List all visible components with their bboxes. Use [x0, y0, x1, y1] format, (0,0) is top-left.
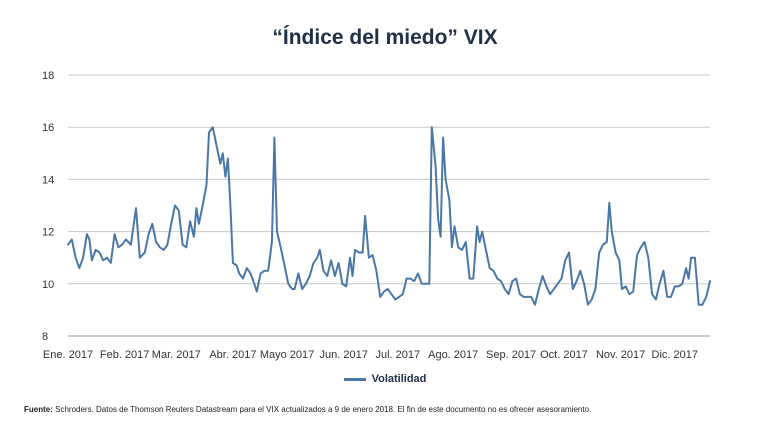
y-tick-label: 8	[42, 331, 48, 343]
x-tick-label: Ago. 2017	[428, 349, 478, 361]
source-footnote: Fuente: Schroders. Datos de Thomson Reut…	[24, 405, 591, 414]
y-tick-label: 12	[42, 227, 54, 239]
x-tick-label: Nov. 2017	[596, 349, 645, 361]
series-layer	[67, 126, 711, 306]
y-tick-label: 14	[42, 174, 54, 186]
x-tick-label: Oct. 2017	[540, 349, 588, 361]
x-tick-label: Sep. 2017	[486, 349, 536, 361]
x-tick-label: Feb. 2017	[100, 349, 150, 361]
x-tick-label: Ene. 2017	[43, 349, 93, 361]
grid-lines	[68, 74, 710, 337]
x-axis-ticks: Ene. 2017 Feb. 2017 Mar. 2017 Abr. 2017 Mayo…	[43, 349, 698, 361]
y-tick-label: 16	[42, 122, 54, 134]
series-line-volatilidad	[67, 126, 711, 306]
footnote-text: Schroders. Datos de Thomson Reuters Data…	[52, 405, 592, 414]
x-tick-label: Mar. 2017	[152, 349, 201, 361]
x-tick-label: Abr. 2017	[209, 349, 256, 361]
y-tick-label: 10	[42, 279, 54, 291]
x-tick-label: Jul. 2017	[375, 349, 420, 361]
legend-label: Volatilidad	[371, 373, 427, 385]
chart-title: “Índice del miedo” VIX	[272, 26, 498, 49]
x-tick-label: Jun. 2017	[320, 349, 368, 361]
x-tick-label: Mayo 2017	[260, 349, 314, 361]
y-axis-ticks: 8 10 12 14 16 18	[42, 70, 54, 343]
y-tick-label: 18	[42, 70, 54, 82]
legend-swatch	[343, 377, 366, 381]
x-tick-label: Dic. 2017	[652, 349, 698, 361]
footnote-label: Fuente:	[24, 405, 53, 414]
legend: Volatilidad	[0, 373, 770, 385]
